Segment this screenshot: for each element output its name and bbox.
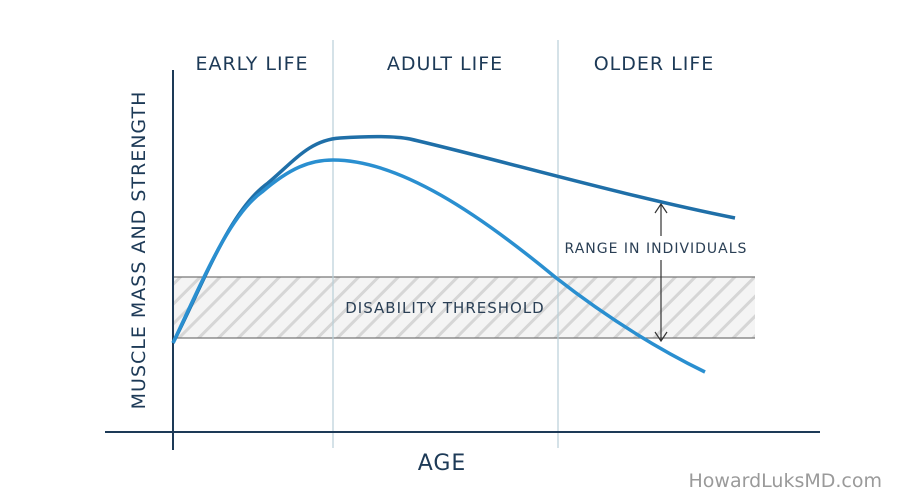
y-axis-label: MUSCLE MASS AND STRENGTH <box>128 91 150 410</box>
stage-label: EARLY LIFE <box>195 53 308 75</box>
stage-label: OLDER LIFE <box>594 53 715 75</box>
stage-label: ADULT LIFE <box>387 53 503 75</box>
range-bg <box>568 236 748 260</box>
x-axis-label: AGE <box>418 451 467 476</box>
threshold-label: DISABILITY THRESHOLD <box>345 299 544 317</box>
range-label: RANGE IN INDIVIDUALS <box>565 241 748 257</box>
watermark: HowardLuksMD.com <box>689 470 882 492</box>
threshold-band <box>173 277 755 338</box>
arrow-heads <box>654 202 668 343</box>
lower-curve <box>171 158 706 374</box>
